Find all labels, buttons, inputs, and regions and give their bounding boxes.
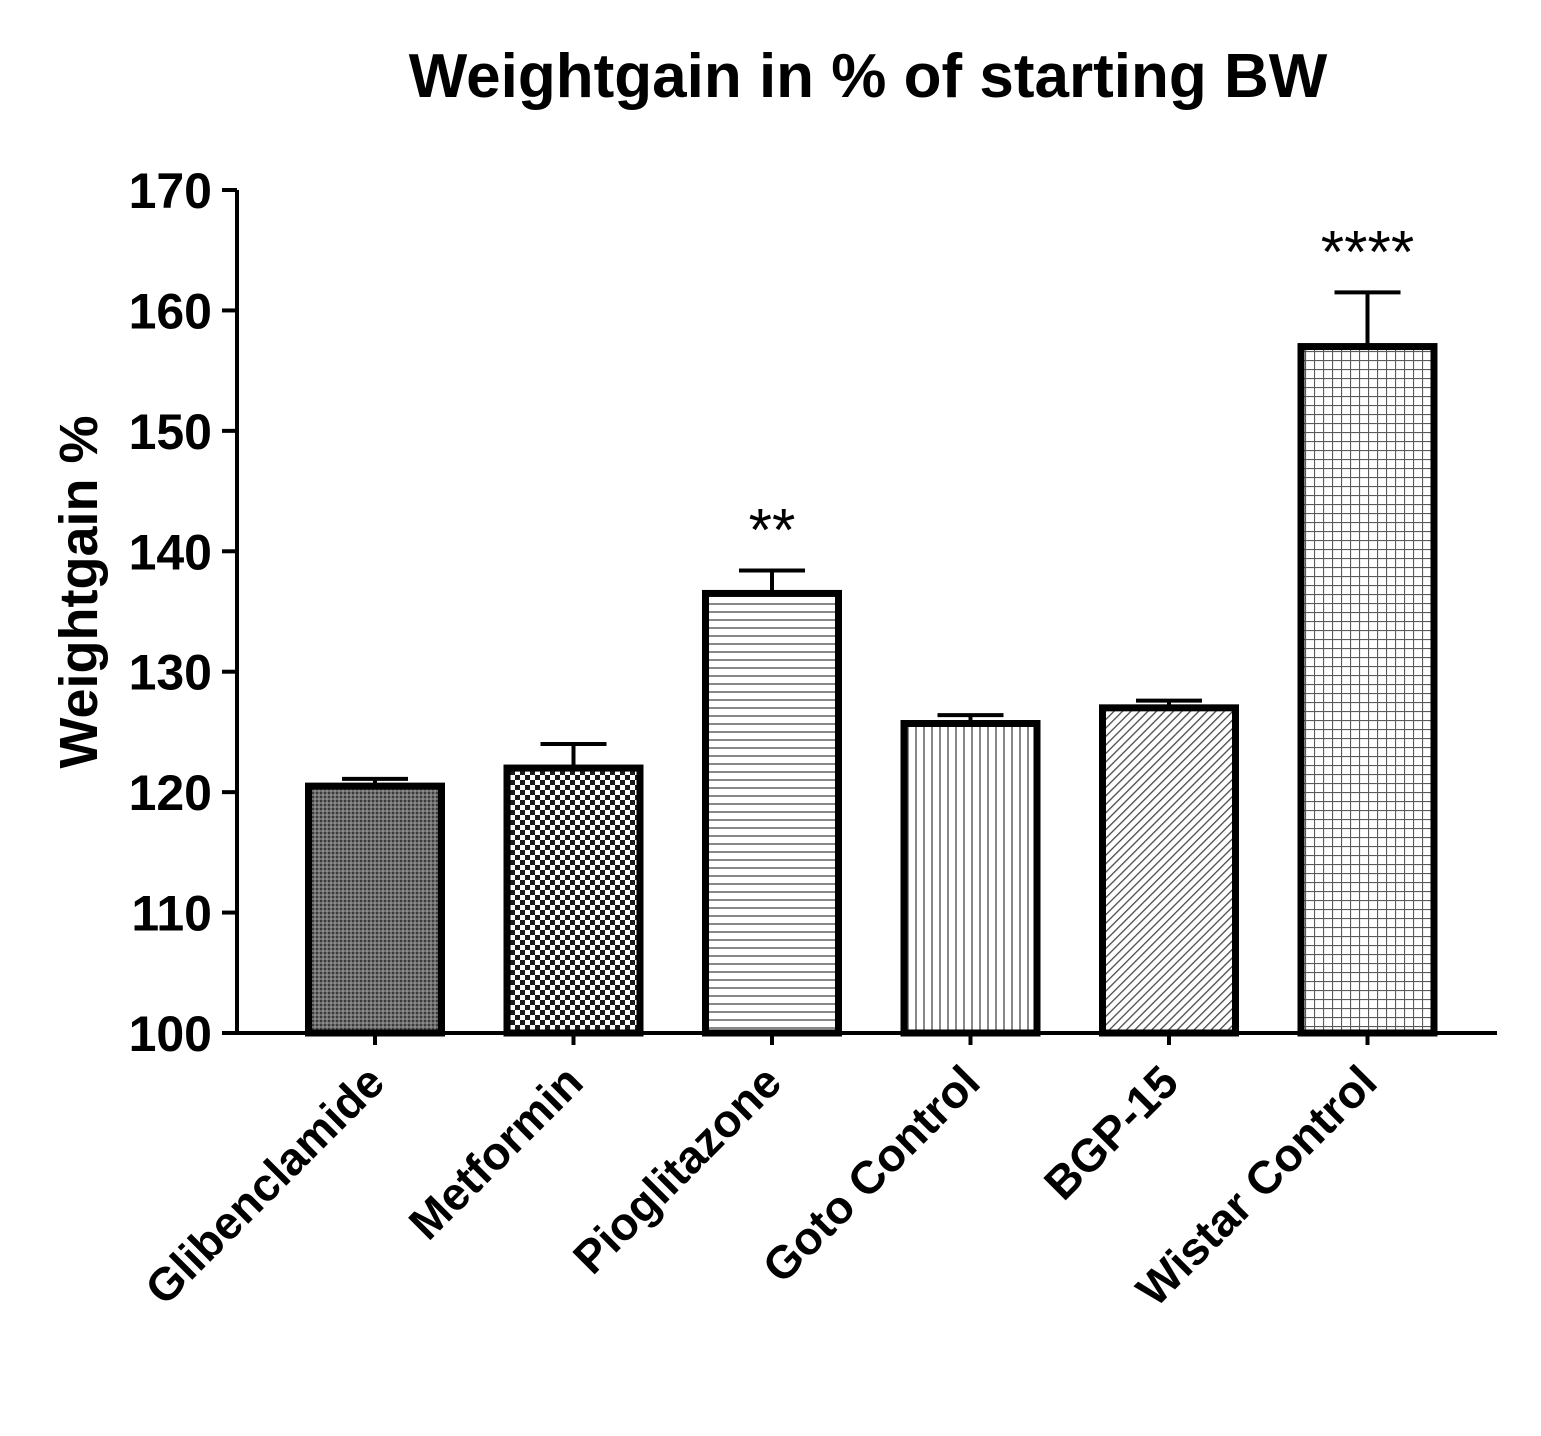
- y-tick-label: 130: [129, 645, 212, 701]
- y-tick-label: 160: [129, 283, 212, 339]
- bar: [305, 782, 445, 1037]
- x-tick-label: Metformin: [399, 1055, 593, 1249]
- y-tick-label: 140: [129, 524, 212, 580]
- significance-label: **: [749, 497, 796, 564]
- significance-label: ****: [1321, 218, 1414, 285]
- y-tick-label: 120: [129, 765, 212, 821]
- bar: [1099, 704, 1239, 1037]
- y-tick-label: 100: [129, 1006, 212, 1062]
- y-tick-label: 150: [129, 404, 212, 460]
- y-tick-label: 110: [131, 886, 212, 942]
- bar: [702, 589, 842, 1037]
- x-tick-label: BGP-15: [1034, 1055, 1188, 1209]
- bar: [900, 719, 1041, 1037]
- chart-title: Weightgain in % of starting BW: [409, 42, 1328, 111]
- x-tick-label: Pioglitazone: [563, 1055, 791, 1283]
- y-tick-label: 170: [129, 163, 212, 219]
- y-axis-ticks: 100 110 120 130 140 150 160 170: [129, 163, 237, 1062]
- bar: [1297, 343, 1438, 1037]
- bar: [503, 764, 644, 1037]
- x-tick-label: Glibenclamide: [135, 1055, 394, 1314]
- bars: ******: [305, 218, 1438, 1037]
- y-axis-label: Weightgain %: [49, 415, 109, 768]
